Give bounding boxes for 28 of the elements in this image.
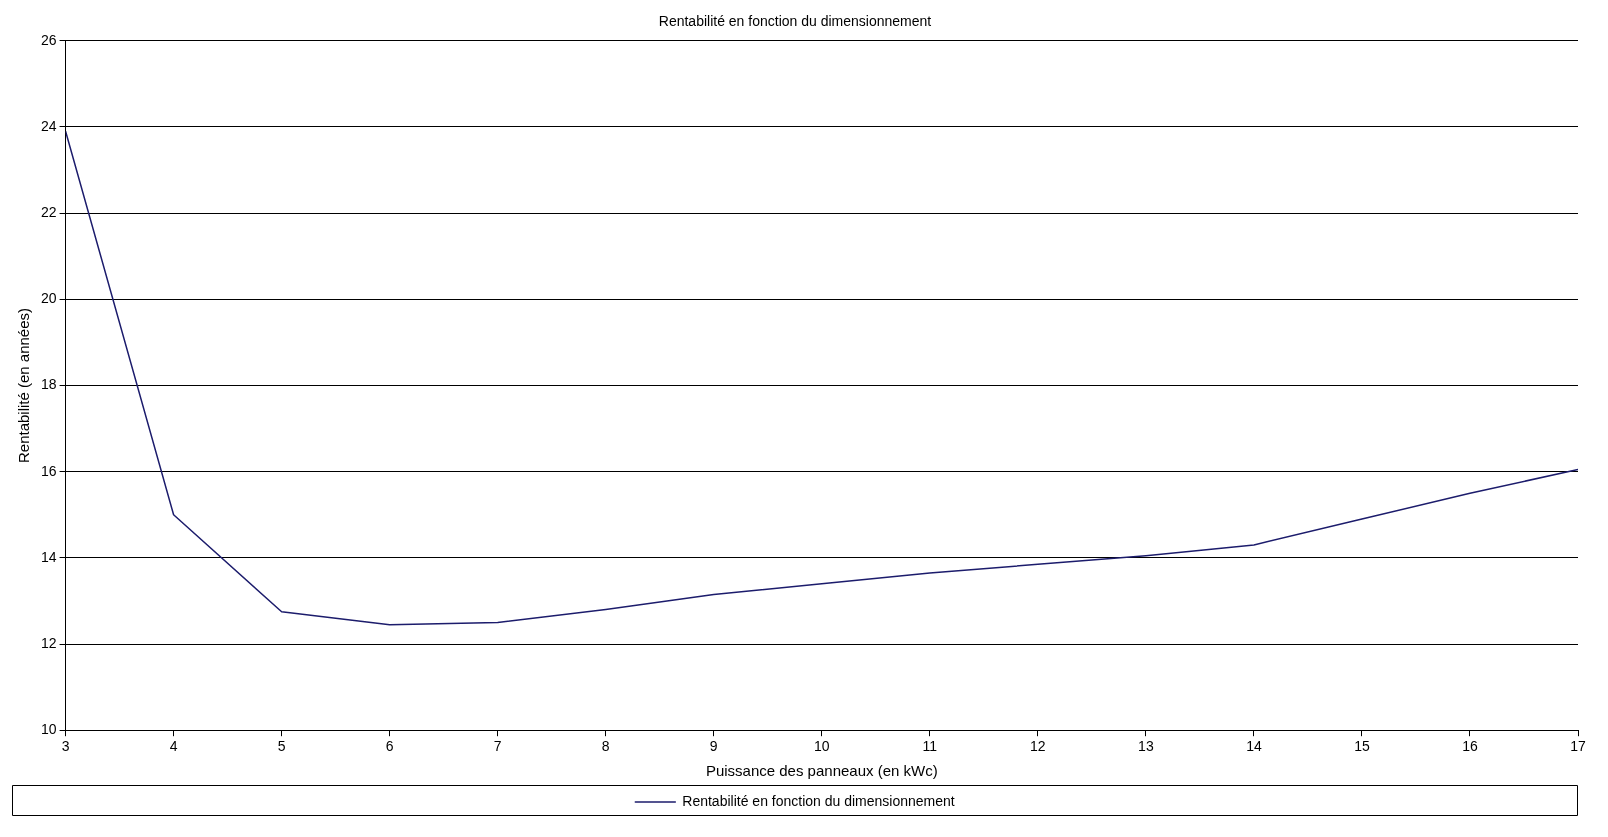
x-tick-label: 3 xyxy=(61,738,70,755)
y-tick-label: 24 xyxy=(40,117,57,134)
y-tick-label: 22 xyxy=(40,204,57,221)
x-tick-label: 7 xyxy=(493,738,502,755)
y-tick-label: 14 xyxy=(40,548,57,565)
y-tick-label: 12 xyxy=(40,634,57,651)
y-tick-label: 10 xyxy=(40,721,57,738)
y-tick-label: 26 xyxy=(40,31,57,48)
y-tick-label: 16 xyxy=(40,462,57,479)
x-axis-title: Puissance des panneaux (en kWc) xyxy=(705,762,938,780)
x-tick-label: 12 xyxy=(1030,738,1046,755)
x-tick-label: 15 xyxy=(1354,738,1370,755)
x-tick-label: 6 xyxy=(385,738,394,755)
x-tick-label: 5 xyxy=(277,738,286,755)
x-tick-label: 10 xyxy=(814,738,830,755)
x-tick-label: 16 xyxy=(1462,738,1478,755)
y-tick-label: 20 xyxy=(40,290,57,307)
x-tick-label: 17 xyxy=(1570,738,1586,755)
x-tick-label: 4 xyxy=(169,738,178,755)
x-tick-label: 8 xyxy=(601,738,610,755)
legend-label: Rentabilité en fonction du dimensionnement xyxy=(682,792,955,809)
y-tick-label: 18 xyxy=(40,376,57,393)
chart-title: Rentabilité en fonction du dimensionnement xyxy=(658,13,932,30)
y-axis-title: Rentabilité (en années) xyxy=(15,307,33,464)
x-tick-label: 13 xyxy=(1138,738,1154,755)
x-tick-label: 11 xyxy=(922,738,938,755)
x-tick-label: 9 xyxy=(709,738,718,755)
x-tick-label: 14 xyxy=(1246,738,1262,755)
